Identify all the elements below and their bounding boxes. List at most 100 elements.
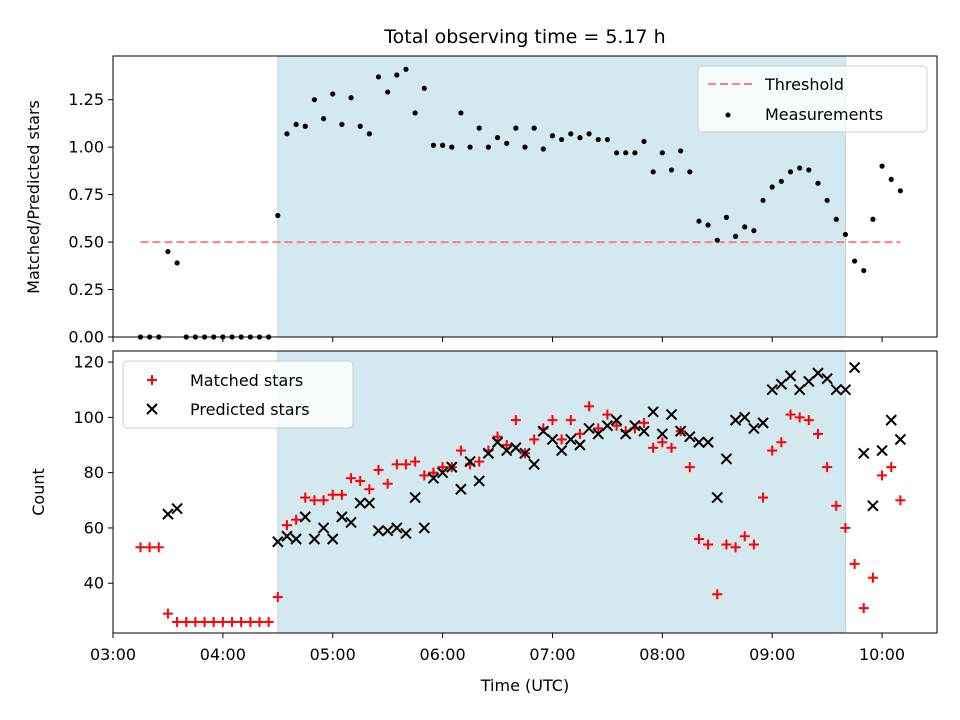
matched-star-point (217, 616, 228, 627)
predicted-star-point (684, 430, 696, 443)
predicted-star-point (693, 436, 705, 448)
legend-threshold-label: Threshold (764, 75, 844, 94)
matched-star-point (153, 542, 164, 553)
matched-star-point (574, 428, 585, 439)
predicted-star-point (308, 533, 321, 545)
matched-star-point (364, 484, 375, 495)
predicted-star-point (290, 533, 302, 545)
matched-star-point (437, 462, 448, 473)
predicted-star-point (674, 425, 687, 437)
predicted-star-point (327, 533, 339, 545)
bottom-legend-box (122, 360, 354, 429)
measurement-point (732, 233, 739, 239)
matched-star-point (812, 428, 823, 439)
predicted-star-point (702, 436, 714, 448)
top-ytick-label: 0.75 (68, 185, 104, 204)
predicted-star-point (720, 453, 733, 465)
legend-predicted-label: Predicted stars (190, 400, 310, 419)
matched-star-point (162, 608, 173, 619)
matched-star-point (565, 415, 576, 426)
predicted-star-point (812, 367, 824, 379)
measurement-point (522, 144, 528, 150)
predicted-star-point (427, 472, 440, 484)
predicted-star-point (894, 433, 907, 446)
measurement-point (870, 216, 876, 222)
matched-star-point (291, 514, 302, 525)
measurement-point (714, 237, 720, 243)
measurement-point (742, 224, 748, 230)
matched-star-point (391, 459, 402, 470)
legend-matched-swatch (147, 375, 157, 385)
matched-star-point (822, 462, 833, 473)
measurement-point (705, 222, 711, 228)
predicted-star-point (555, 444, 568, 457)
matched-star-point (419, 470, 430, 481)
predicted-star-point (162, 508, 174, 520)
matched-star-point (593, 423, 604, 434)
matched-star-point (245, 616, 256, 627)
measurement-point (668, 167, 675, 173)
top-ytick-label: 0.25 (68, 280, 104, 299)
predicted-star-point (620, 428, 632, 440)
predicted-star-point (839, 383, 852, 396)
legend-matched-label: Matched stars (190, 371, 303, 390)
matched-star-point (602, 409, 613, 420)
predicted-star-point (757, 417, 769, 429)
measurement-point (440, 142, 446, 148)
predicted-star-point (885, 414, 897, 426)
matched-star-point (236, 616, 247, 627)
measurement-point (430, 142, 437, 148)
measurement-point (494, 135, 501, 141)
predicted-star-point (381, 524, 394, 537)
predicted-star-point (391, 522, 403, 534)
bottom-y-ticks: 40 60 80 100 120 (73, 353, 113, 593)
matched-star-point (639, 417, 650, 428)
matched-star-point (400, 459, 411, 470)
bottom-ytick-label: 40 (84, 574, 104, 593)
measurement-point (375, 74, 382, 80)
predicted-star-point (748, 422, 760, 435)
measurement-point (485, 144, 491, 150)
predicted-star-point (409, 491, 421, 504)
predicted-star-point (455, 483, 467, 495)
predicted-star-point (848, 361, 861, 374)
measurement-point (577, 135, 583, 141)
matched-star-point (693, 534, 704, 544)
matched-star-point (199, 616, 210, 627)
predicted-star-point (519, 447, 531, 460)
matched-star-point (510, 415, 521, 426)
matched-star-point (382, 478, 393, 489)
predicted-star-point (858, 447, 870, 460)
measurement-point (320, 116, 327, 122)
predicted-star-point (464, 455, 476, 468)
predicted-star-point (336, 511, 348, 523)
predicted-star-point (418, 522, 430, 534)
matched-star-point (895, 495, 906, 506)
predicted-star-point (436, 466, 449, 479)
measurement-point (357, 123, 363, 129)
matched-star-point (712, 589, 723, 600)
measurement-point (504, 140, 510, 146)
top-x-ticks (112, 337, 883, 342)
matched-star-point (428, 467, 439, 478)
predicted-star-point (565, 433, 577, 446)
bottom-ytick-label: 120 (73, 353, 104, 372)
matched-star-point (877, 470, 888, 481)
bottom-axes-frame (112, 350, 938, 634)
measurement-point (559, 136, 565, 143)
measurement-point (449, 144, 455, 150)
bottom-legend: Matched stars Predicted stars (122, 360, 354, 429)
measurement-point (824, 197, 830, 203)
matched-star-point (767, 445, 778, 456)
bottom-xtick-label: 05:00 (310, 645, 356, 664)
predicted-star-point (638, 425, 650, 437)
bottom-xtick-label: 06:00 (420, 645, 466, 664)
top-axes-frame (112, 55, 938, 338)
measurement-point (174, 260, 180, 266)
matched-star-point (410, 456, 421, 467)
top-legend-box (697, 65, 928, 133)
matched-star-point (346, 473, 357, 484)
measurement-point (897, 188, 903, 194)
predicted-star-point (446, 461, 458, 473)
measurement-point (549, 133, 556, 139)
